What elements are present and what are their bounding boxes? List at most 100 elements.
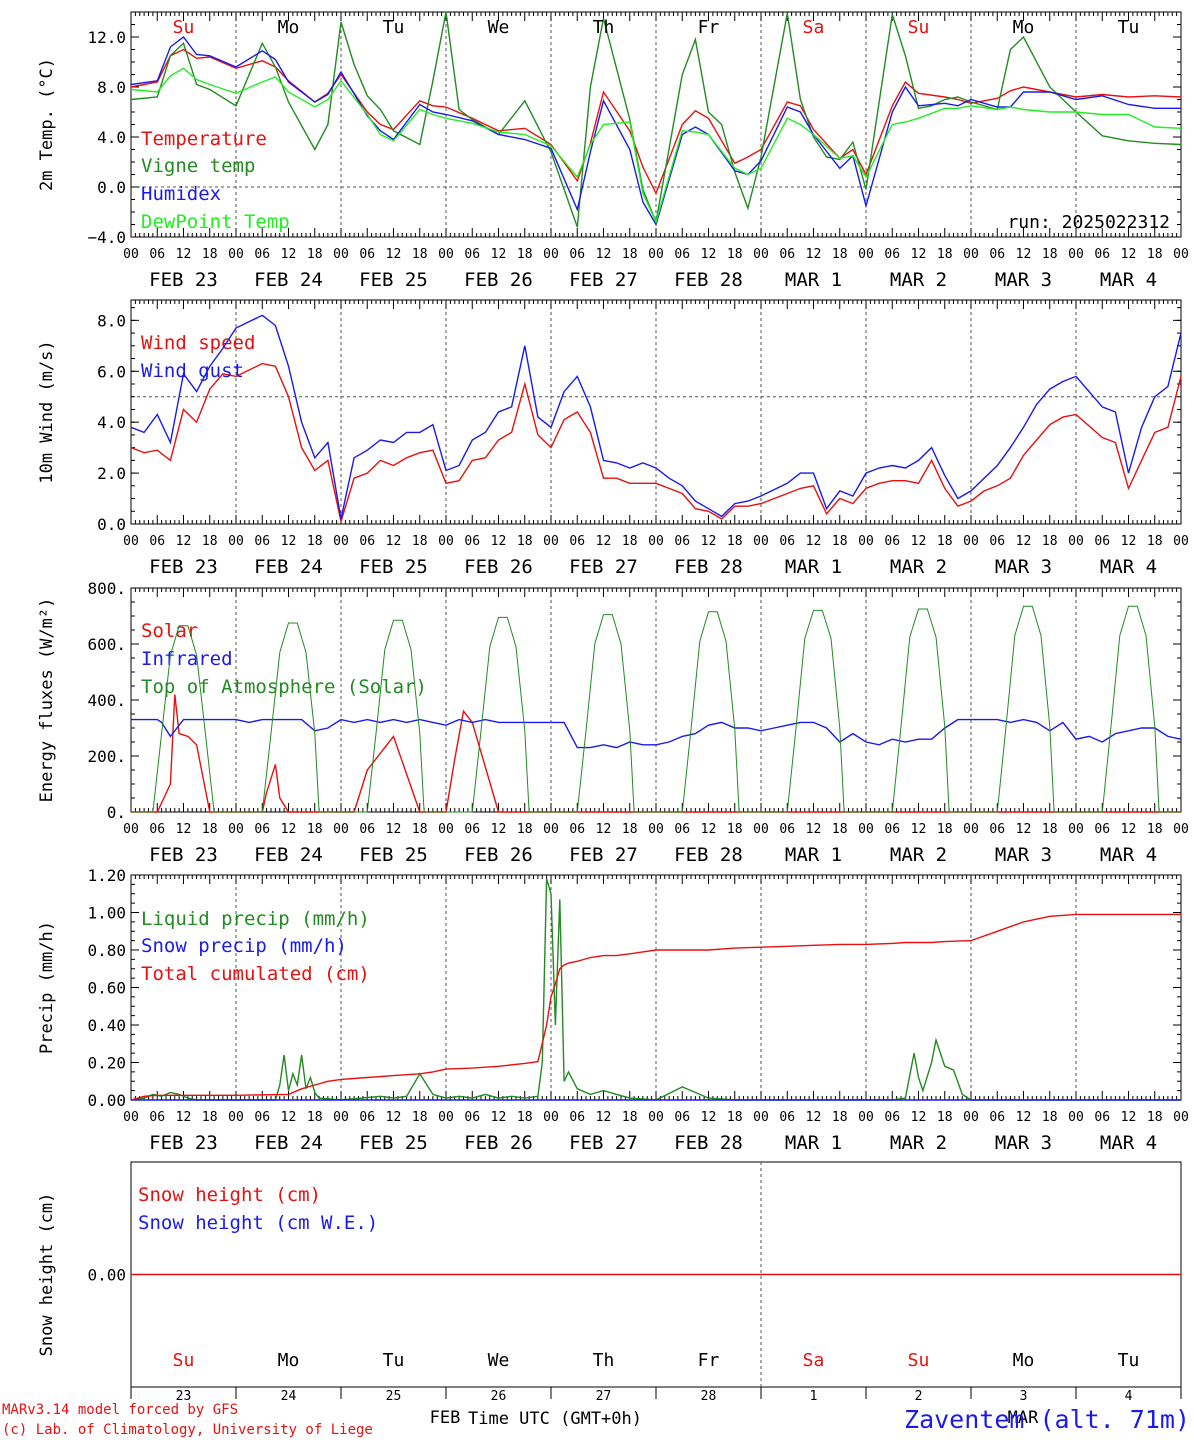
y-tick-label: 600. xyxy=(87,635,126,654)
day-name-bottom: Su xyxy=(908,1350,930,1371)
hour-label: 18 xyxy=(412,534,428,549)
day-name-top: Tu xyxy=(383,17,405,38)
date-label: FEB 24 xyxy=(254,1132,323,1154)
hour-label: 12 xyxy=(806,822,822,837)
day-name-bottom: Mo xyxy=(1013,1350,1035,1371)
date-label: MAR 1 xyxy=(785,844,842,866)
series-line-1 xyxy=(130,878,1181,1101)
hour-label: 06 xyxy=(989,822,1005,837)
hour-label: 12 xyxy=(491,1110,507,1125)
hour-label: 06 xyxy=(989,534,1005,549)
y-axis-label: 2m Temp. (°C) xyxy=(37,58,57,191)
hour-label: 12 xyxy=(491,534,507,549)
y-tick-label: 1.20 xyxy=(87,866,126,885)
hour-label: 00 xyxy=(333,822,349,837)
day-number: 4 xyxy=(1125,1389,1133,1404)
hour-label: 12 xyxy=(386,247,402,262)
y-axis-label: 10m Wind (m/s) xyxy=(37,340,57,483)
hour-label: 12 xyxy=(701,534,717,549)
y-tick-label: 0.40 xyxy=(87,1016,126,1035)
y-tick-label: 0. xyxy=(107,803,126,822)
hour-label: 18 xyxy=(727,822,743,837)
hour-label: 00 xyxy=(123,822,139,837)
station-label: Zaventem (alt. 71m) xyxy=(904,1405,1190,1434)
hour-label: 06 xyxy=(989,1110,1005,1125)
panel-2: 0.0 2.0 4.0 6.0 8.0 10m Wind (m/s) Wind speed W… xyxy=(37,299,1189,578)
day-number: 28 xyxy=(701,1389,717,1404)
series-line-3 xyxy=(130,913,1181,1101)
y-tick-label: 0.00 xyxy=(87,1091,126,1110)
month-label-feb: FEB xyxy=(430,1408,461,1428)
date-label: FEB 28 xyxy=(674,556,743,578)
day-name-top: Sa xyxy=(803,17,825,38)
legend-entry: Temperature xyxy=(141,128,267,150)
day-names: SuSu23MoMo24TuTu25WeWe26ThTh27FrFr28SaSa… xyxy=(173,17,1140,1428)
hour-label: 06 xyxy=(1094,534,1110,549)
hour-label: 12 xyxy=(701,822,717,837)
day-name-top: Mo xyxy=(1013,17,1035,38)
plot-frame xyxy=(130,299,1182,525)
hour-label: 06 xyxy=(779,534,795,549)
date-label: FEB 27 xyxy=(569,1132,638,1154)
y-tick-label: 6.0 xyxy=(97,362,126,381)
date-label: FEB 27 xyxy=(569,269,638,291)
month-label-mar: MAR xyxy=(1008,1408,1039,1428)
date-label: MAR 3 xyxy=(995,844,1052,866)
date-label: FEB 23 xyxy=(149,844,218,866)
hour-label: 00 xyxy=(228,1110,244,1125)
hour-label: 12 xyxy=(281,534,297,549)
hour-label: 12 xyxy=(281,1110,297,1125)
hour-label: 00 xyxy=(963,247,979,262)
hour-label: 00 xyxy=(228,534,244,549)
legend-entry: Liquid precip (mm/h) xyxy=(141,908,370,930)
hour-label: 06 xyxy=(884,1110,900,1125)
hour-label: 12 xyxy=(176,534,192,549)
hour-label: 00 xyxy=(543,1110,559,1125)
date-label: FEB 25 xyxy=(359,269,428,291)
hour-label: 00 xyxy=(753,247,769,262)
hour-label: 18 xyxy=(622,822,638,837)
legend-entry: Top of Atmosphere (Solar) xyxy=(141,676,427,698)
hour-label: 06 xyxy=(359,247,375,262)
day-name-bottom: Tu xyxy=(383,1350,405,1371)
hour-label: 00 xyxy=(123,247,139,262)
hour-label: 06 xyxy=(149,534,165,549)
hour-label: 00 xyxy=(1068,534,1084,549)
hour-label: 12 xyxy=(491,247,507,262)
day-name-bottom: Fr xyxy=(698,1350,720,1371)
hour-label: 18 xyxy=(832,1110,848,1125)
series-line-2 xyxy=(130,314,1182,520)
day-name-top: Mo xyxy=(278,17,300,38)
day-number: 23 xyxy=(176,1389,192,1404)
day-name-top: Su xyxy=(908,17,930,38)
legend-entry: Snow height (cm W.E.) xyxy=(138,1212,378,1234)
y-axis-label: Energy fluxes (W/m²) xyxy=(37,598,57,803)
hour-label: 06 xyxy=(674,1110,690,1125)
hour-label: 00 xyxy=(1068,247,1084,262)
plot-frame xyxy=(130,11,1182,238)
y-axis-label: Precip (mm/h) xyxy=(37,921,57,1054)
hour-label: 06 xyxy=(884,822,900,837)
date-label: FEB 27 xyxy=(569,556,638,578)
hour-label: 18 xyxy=(937,822,953,837)
x-axis-title: Time UTC (GMT+0h) xyxy=(468,1409,642,1429)
hour-label: 00 xyxy=(1068,1110,1084,1125)
legend-entry: Wind gust xyxy=(141,360,244,382)
hour-label: 00 xyxy=(543,534,559,549)
hour-label: 06 xyxy=(149,1110,165,1125)
date-label: FEB 28 xyxy=(674,844,743,866)
footer-copyright: (c) Lab. of Climatology, University of L… xyxy=(2,1422,373,1438)
hour-label: 18 xyxy=(202,822,218,837)
run-annotation: run: 2025022312 xyxy=(1007,212,1170,233)
hour-label: 18 xyxy=(1147,1110,1163,1125)
y-tick-label: 1.00 xyxy=(87,904,126,923)
date-label: FEB 28 xyxy=(674,269,743,291)
hour-label: 12 xyxy=(386,534,402,549)
hour-label: 18 xyxy=(412,247,428,262)
hour-label: 06 xyxy=(674,534,690,549)
date-label: FEB 24 xyxy=(254,269,323,291)
hour-label: 00 xyxy=(858,1110,874,1125)
plot-frame xyxy=(130,587,1182,813)
date-label: MAR 1 xyxy=(785,556,842,578)
